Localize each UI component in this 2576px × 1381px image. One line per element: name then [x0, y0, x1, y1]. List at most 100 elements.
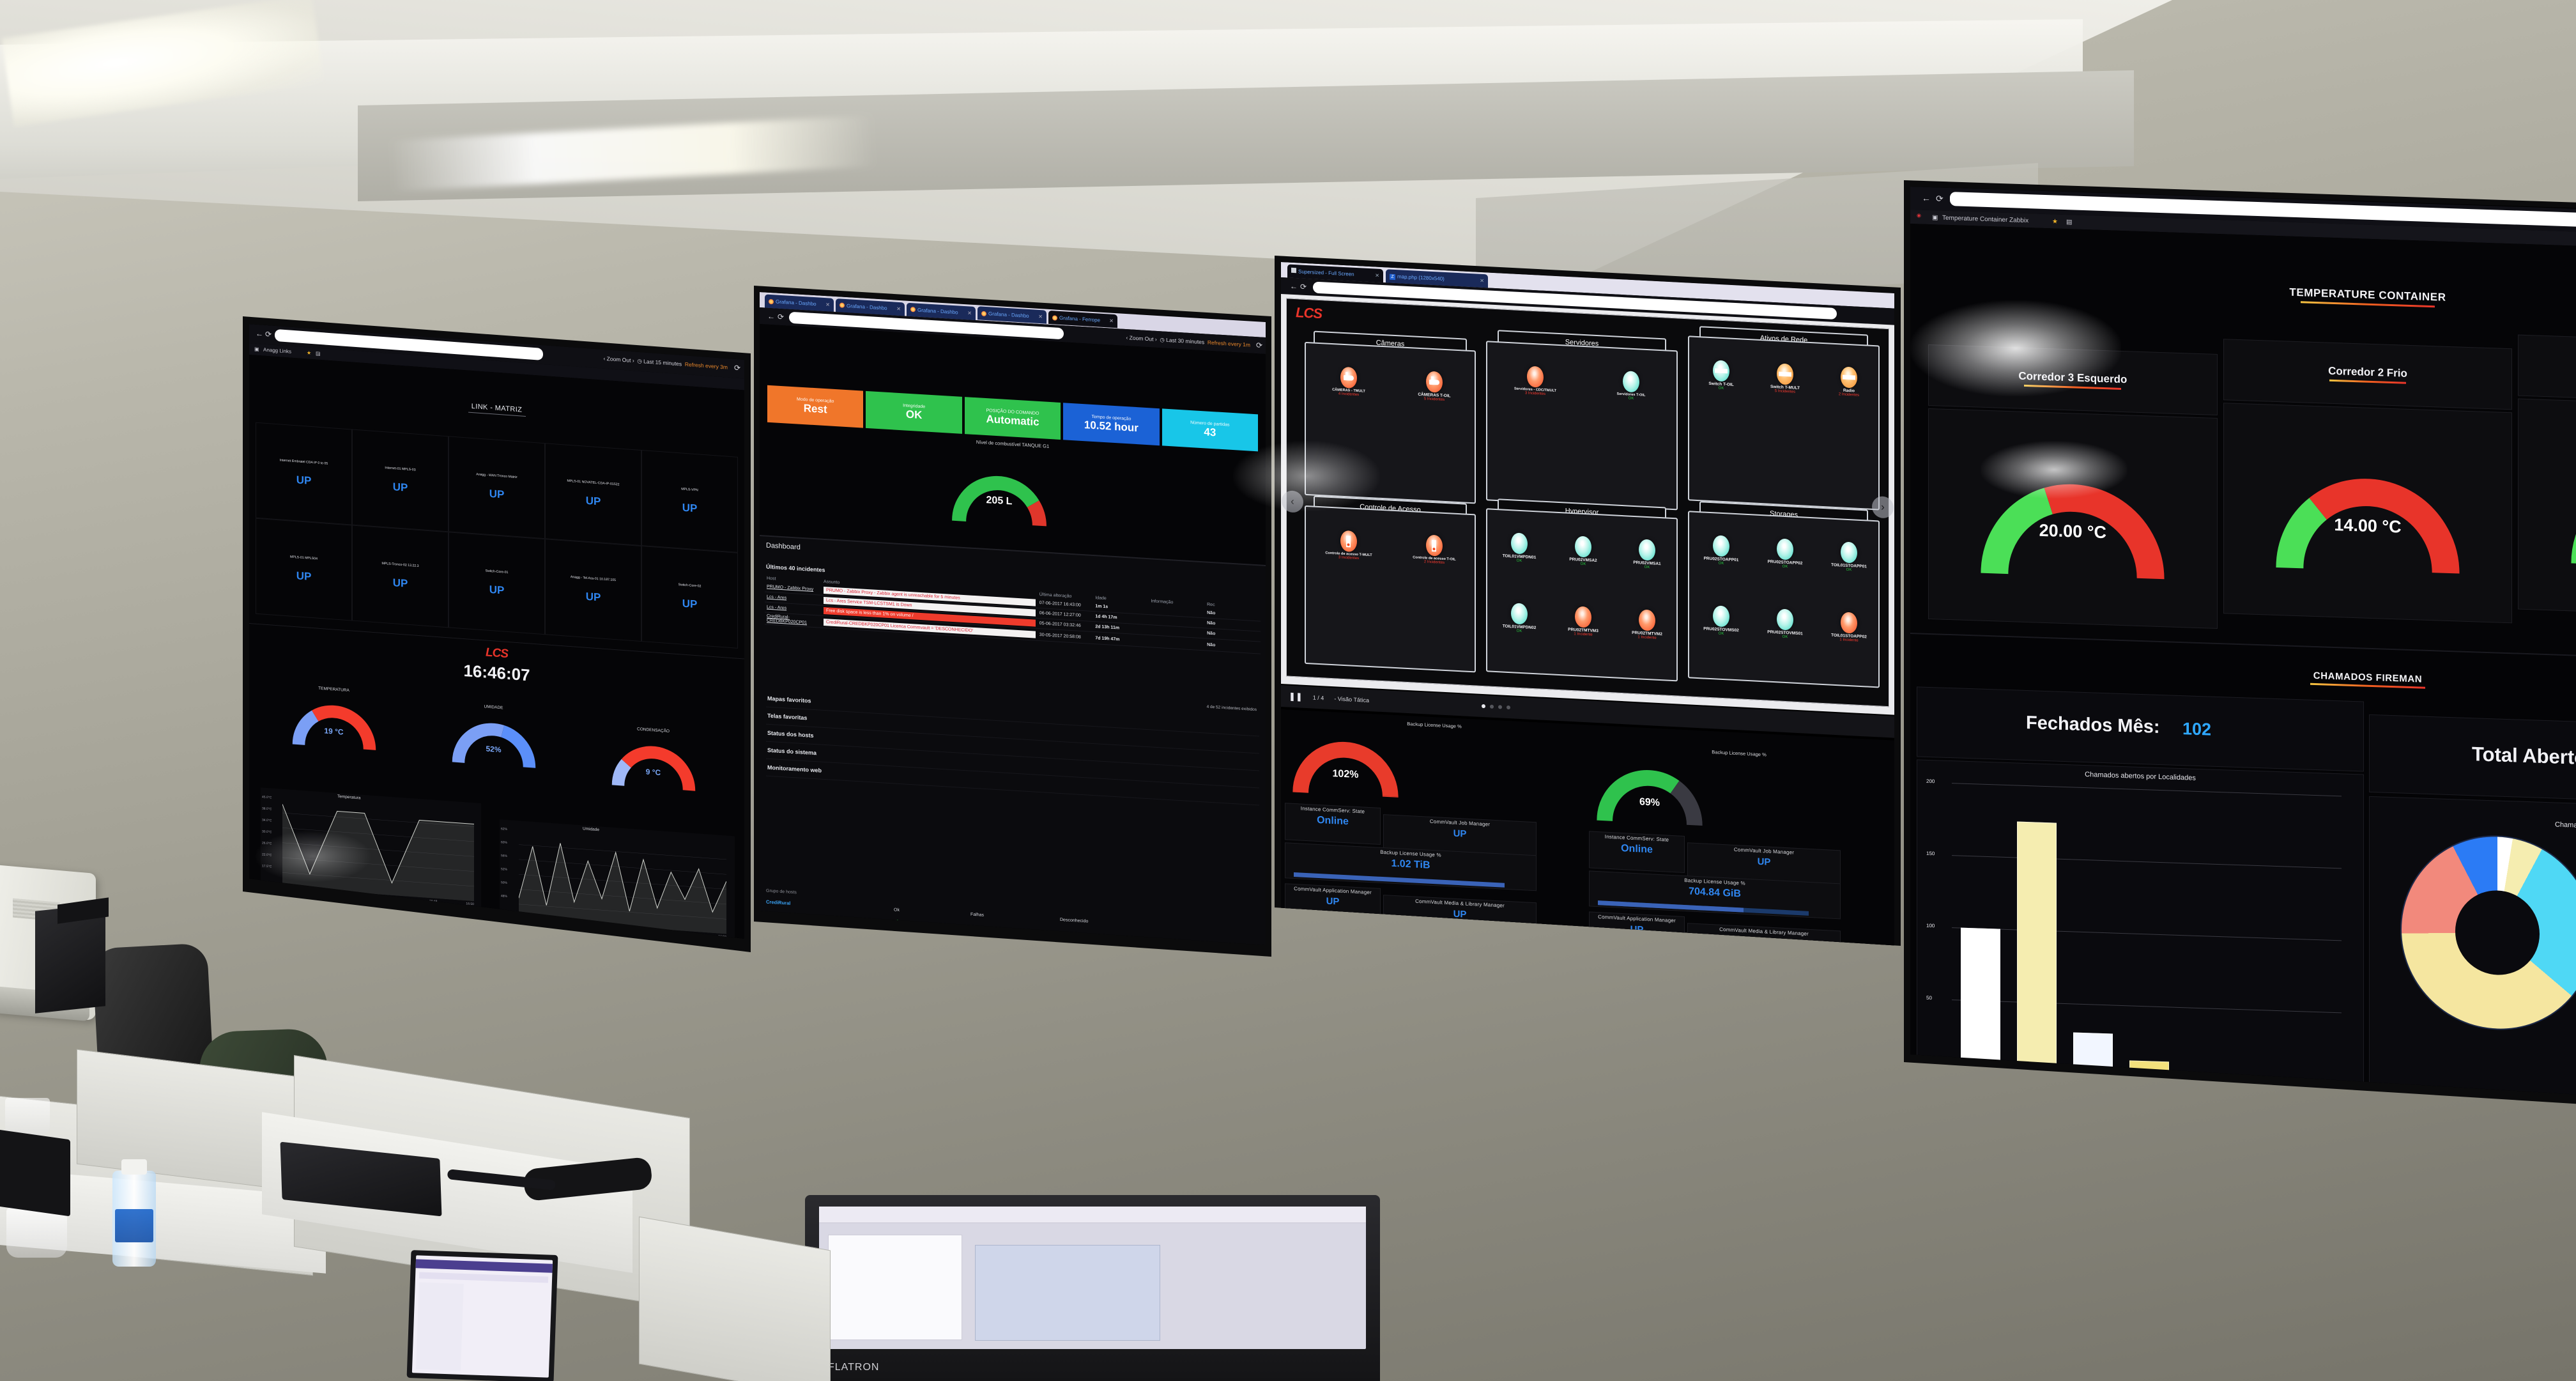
m3-slide-dot[interactable]: [1498, 705, 1503, 709]
m2-host-link[interactable]: Lcs - Ares: [767, 605, 787, 611]
m3-slide-dot[interactable]: [1482, 704, 1486, 709]
m1-link-tile[interactable]: MPLS-01 MPLS04 UP: [256, 518, 352, 621]
axis-tick: 34.0°C: [262, 818, 272, 823]
m1-timepicker[interactable]: ‹ Zoom Out › ◷ Last 15 minutes Refresh e…: [603, 355, 728, 371]
cv-stat-panel: CommVault Application Manager UP: [1589, 911, 1685, 946]
m3-node[interactable]: CÂMERAS T-OIL 5 Incidentes: [1392, 369, 1477, 404]
m1-link-tile[interactable]: Anagg - WAN Tronco Matriz UP: [448, 436, 545, 539]
m1-bookmark-anagg[interactable]: Anagg Links: [263, 346, 292, 355]
m2-hostgroup-name[interactable]: CrediRural: [766, 899, 791, 906]
m4-donut-hole: [2455, 889, 2540, 976]
m4-ytick: 150: [1926, 850, 1935, 857]
m1-link-tile[interactable]: Internet-01 MPLS-03 UP: [352, 429, 448, 532]
reload-icon[interactable]: ⟳: [778, 312, 785, 322]
m3-node[interactable]: Servidores - CDC/TMULT 3 Incidentes: [1487, 364, 1583, 398]
m1-link-tile[interactable]: Internet Embratel CDA IP 0 to 05 UP: [256, 422, 352, 525]
m3-node[interactable]: PRU02STOAPP02 OK: [1753, 537, 1817, 570]
m2-stat-tile[interactable]: Nümero de partidas 43: [1162, 408, 1259, 452]
back-icon[interactable]: ←: [1922, 192, 1931, 204]
m3-node[interactable]: PRU02VMSA2 OK: [1551, 534, 1615, 567]
axis-tick: 26.0°C: [262, 841, 272, 846]
m3-node[interactable]: PRU02VMSA1 OK: [1615, 537, 1679, 571]
close-icon[interactable]: ✕: [967, 309, 972, 316]
close-icon[interactable]: ✕: [825, 302, 830, 308]
back-icon[interactable]: ←: [256, 328, 263, 339]
m1-link-tile[interactable]: Switch-Core-01 UP: [448, 532, 545, 635]
star-icon[interactable]: ★: [2052, 218, 2058, 226]
m3-slide-dot[interactable]: [1506, 705, 1511, 710]
m2-cell-age: 7d 19h 47m: [1095, 635, 1120, 642]
axis-tick: 60%: [501, 840, 508, 845]
monitor-4-screen: ← ⟳ ‹ Zoom Out › ◷ Last 30 minutes Refre…: [1910, 187, 2576, 1109]
m3-node[interactable]: Radio 2 Incidentes: [1817, 366, 1881, 399]
map-prev-arrow[interactable]: ‹: [1282, 490, 1303, 513]
m3-node[interactable]: Switch T-MULT 5 Incidentes: [1753, 362, 1817, 395]
m2-stat-tile[interactable]: Integridade OK: [866, 390, 962, 434]
refresh-cycle-icon[interactable]: ⟳: [1255, 341, 1262, 350]
close-icon[interactable]: ✕: [1038, 314, 1043, 320]
m4-ytick: 100: [1926, 922, 1935, 929]
m3-node[interactable]: Servidores T-OIL OK: [1583, 369, 1679, 403]
m2-host-link[interactable]: CrediRural-CREDBKP020CP01: [767, 613, 808, 626]
m1-link-tile-value: UP: [585, 590, 601, 604]
m3-node[interactable]: PRU02STOAPP01 OK: [1689, 534, 1753, 567]
m2-stat-tile[interactable]: Modo de operação Rest: [767, 385, 864, 428]
m2-host-link[interactable]: Lcs - Ares: [767, 594, 787, 601]
m3-node[interactable]: TOIL01STOAPP01 OK: [1817, 541, 1881, 574]
m1-link-tile[interactable]: MPLS-01 NOVATEL-CDA-IP-01522 UP: [545, 443, 641, 546]
m3-node[interactable]: TOIL01VMPDN01 OK: [1487, 531, 1551, 564]
m3-node-bulb-bad: [1639, 609, 1655, 631]
m3-node-bulb-ok: [1575, 536, 1591, 558]
m2-stat-tile[interactable]: POSIÇÃO DO COMANDO Automatic: [964, 397, 1061, 440]
back-icon[interactable]: ←: [767, 311, 775, 321]
m3-node[interactable]: Controle de acesso T-MULT 3 Incidentes: [1306, 528, 1392, 562]
desktop-monitor-screen: [819, 1207, 1366, 1349]
m3-node[interactable]: Controle de acesso T-OIL 2 Incidentes: [1392, 533, 1477, 567]
gauge: 20.00 °C: [2557, 416, 2576, 583]
m3-node[interactable]: TOIL01VMPDN02 OK: [1487, 601, 1551, 635]
plastic-cup: [5, 1098, 50, 1135]
reload-icon[interactable]: ⟳: [265, 329, 272, 339]
m1-refresh-label[interactable]: Refresh every 3m: [684, 360, 728, 371]
m3-node-bulb-bad: [1841, 612, 1857, 634]
m3-node[interactable]: PRU02TMTVM3 1 Incidente: [1551, 605, 1615, 638]
m2-zabbix-dashboard: Dashboard Últimos 40 incidentes Host Assu…: [760, 535, 1266, 945]
m3-node[interactable]: PRU02STOVMS01 OK: [1753, 607, 1817, 640]
map-next-arrow[interactable]: ›: [1872, 495, 1894, 519]
m3-node[interactable]: Switch T-OIL OK: [1689, 359, 1753, 392]
m3-node[interactable]: CÂMERAS - TMULT 4 Incidentes: [1306, 365, 1392, 399]
back-icon[interactable]: ←: [1290, 281, 1298, 291]
m1-gauge-row: TEMPERATURA 19 °C UMIDADE 52% CONDENSAÇÃO 9 °…: [249, 681, 744, 816]
folder-icon[interactable]: ▤: [2066, 219, 2073, 226]
m4-bar: [2017, 821, 2057, 1076]
close-icon[interactable]: ✕: [1480, 277, 1484, 284]
reload-icon[interactable]: ⟳: [1300, 282, 1307, 292]
star-icon[interactable]: ★: [307, 350, 312, 356]
m3-group-box: TOIL01VMPDN01 OK PRU02VMSA2 OK PRU02VMSA1 OK T…: [1486, 508, 1679, 682]
m3-slide-dots[interactable]: [1482, 704, 1511, 710]
m2-refresh-label[interactable]: Refresh every 1m: [1207, 339, 1250, 348]
gauge: 20.00 °C: [1967, 426, 2178, 592]
m4-ytick: 200: [1926, 778, 1935, 785]
grafana-icon: [981, 311, 986, 317]
close-icon[interactable]: ✕: [1109, 318, 1114, 325]
m3-node[interactable]: TOIL01STOAPP02 1 Incidente: [1817, 611, 1881, 644]
m2-host-link[interactable]: PRUMO - Zabbix Proxy: [767, 584, 814, 592]
folder-icon[interactable]: ▤: [316, 350, 321, 357]
m4-bookmark-temperature[interactable]: Temperature Container Zabbix: [1942, 214, 2029, 225]
reload-icon[interactable]: ⟳: [1936, 193, 1943, 204]
m1-link-tile[interactable]: Switch-Core-02 UP: [641, 546, 738, 649]
monitor-1-screen: ← ⟳ ‹ Zoom Out › ◷ Last 15 minutes Refre…: [249, 324, 744, 939]
m3-slide-dot[interactable]: [1490, 704, 1494, 709]
refresh-cycle-icon[interactable]: ⟳: [733, 363, 740, 373]
m1-link-tile[interactable]: MPLS-VPN UP: [641, 450, 738, 553]
close-icon[interactable]: ✕: [1375, 272, 1379, 279]
m3-node[interactable]: PRU02STOVMS02 OK: [1689, 604, 1753, 637]
m1-link-tile[interactable]: MPLS-Tronco-02 13.22.3 UP: [352, 525, 448, 628]
m2-stat-tile[interactable]: Tempo de operação 10.52 hour: [1063, 403, 1160, 446]
axis-tick: 16:40: [519, 920, 527, 925]
m3-node[interactable]: PRU02TMTVM2 1 Incidente: [1615, 608, 1679, 641]
m1-link-tile[interactable]: Anagg - Tel.Ass-01 10.187.105 UP: [545, 539, 641, 642]
pause-icon[interactable]: ❚❚: [1289, 691, 1303, 702]
close-icon[interactable]: ✕: [896, 305, 901, 312]
